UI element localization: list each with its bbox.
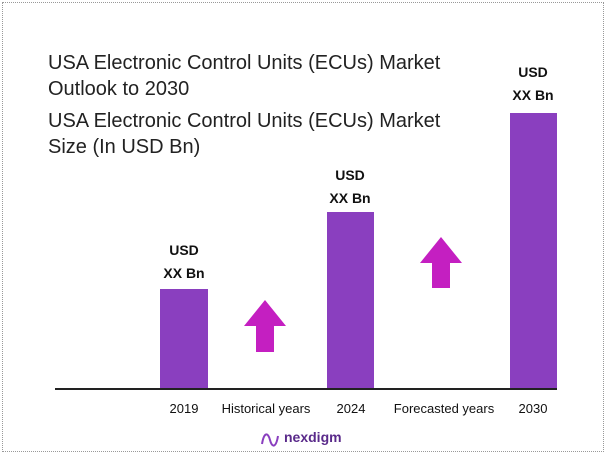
- value-label: USD: [518, 64, 548, 80]
- x-label: 2030: [519, 401, 548, 416]
- value-label: XX Bn: [329, 190, 370, 206]
- x-label: 2019: [170, 401, 199, 416]
- phase-label: Forecasted years: [394, 401, 495, 416]
- subtitle: USA Electronic Control Units (ECUs) Mark…: [48, 110, 441, 158]
- bar: [160, 289, 208, 389]
- logo-icon: [261, 433, 279, 447]
- value-label: USD: [335, 167, 365, 183]
- x-label: 2024: [337, 401, 366, 416]
- title: USA Electronic Control Units (ECUs) Mark…: [48, 52, 441, 100]
- arrow: [244, 300, 286, 352]
- arrow: [420, 237, 462, 288]
- value-label: XX Bn: [163, 265, 204, 281]
- bar: [510, 113, 557, 389]
- value-label: XX Bn: [512, 87, 553, 103]
- value-label: USD: [169, 242, 199, 258]
- bar: [327, 212, 374, 389]
- logo: nexdigm: [284, 429, 342, 445]
- phase-label: Historical years: [222, 401, 311, 416]
